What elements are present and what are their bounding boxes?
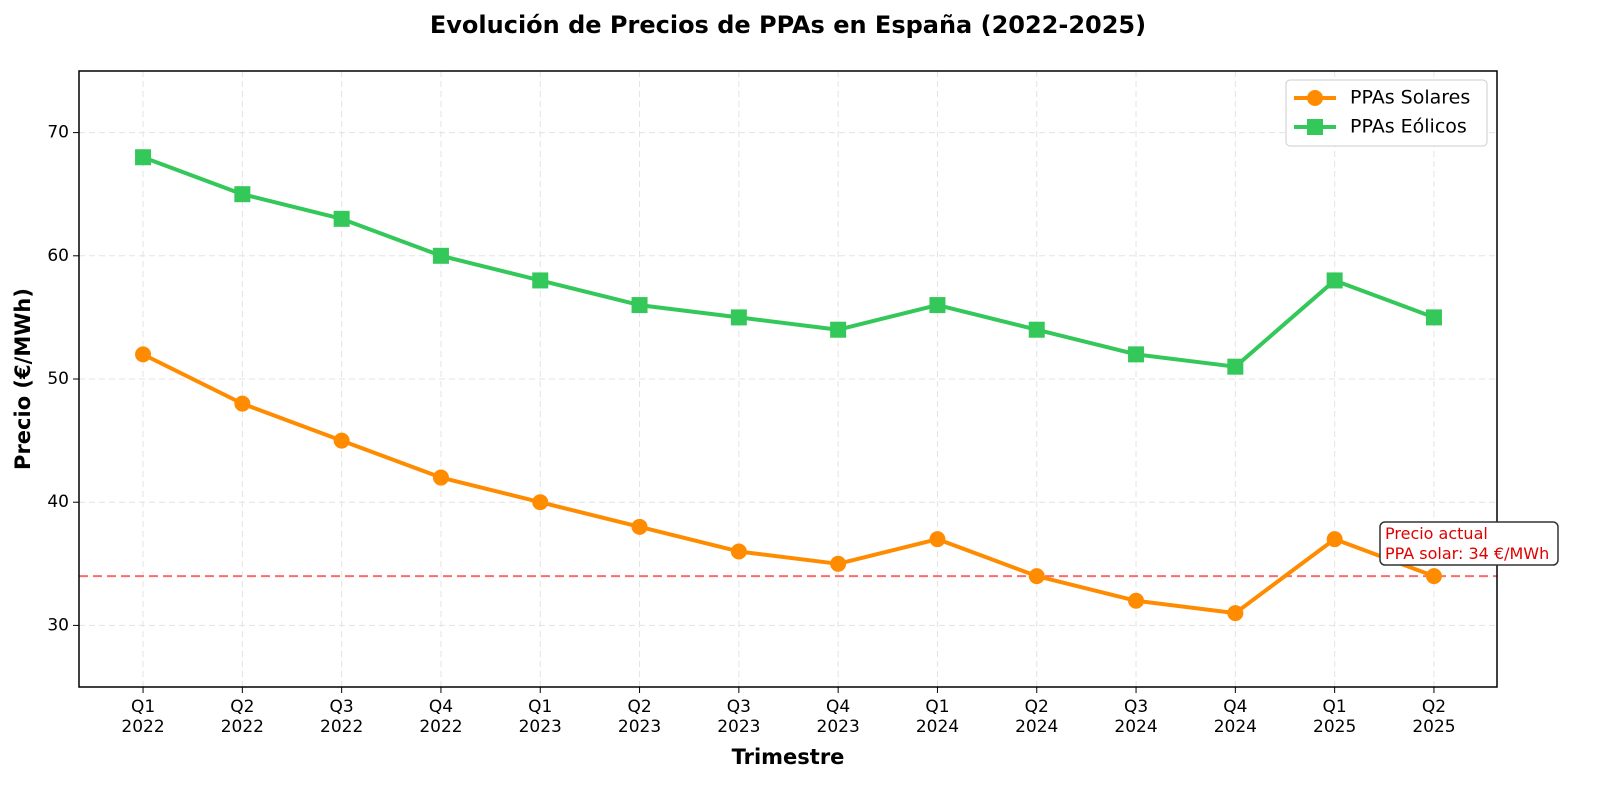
x-tick-label: Q4 2023 (817, 697, 860, 737)
chart-title: Evolución de Precios de PPAs en España (… (430, 11, 1146, 39)
series-line (142, 352, 1435, 616)
marker (1028, 568, 1045, 585)
x-tick-label: Q1 2024 (916, 697, 959, 737)
legend-label: PPAs Solares (1350, 87, 1470, 109)
series-line (142, 155, 1435, 369)
x-axis-label: Trimestre (732, 745, 845, 769)
marker (1227, 358, 1244, 375)
marker (1128, 346, 1145, 363)
marker (532, 272, 549, 289)
x-tick-label: Q2 2022 (221, 697, 264, 737)
marker (532, 494, 549, 511)
x-tick-label: Q3 2022 (320, 697, 363, 737)
marker (333, 210, 350, 227)
marker (1425, 568, 1442, 585)
legend-box (1285, 79, 1488, 147)
marker (1128, 592, 1145, 609)
marker (929, 531, 946, 548)
legend-label: PPAs Eólicos (1350, 116, 1467, 138)
x-tick-label: Q4 2022 (419, 697, 462, 737)
x-tick-label: Q3 2024 (1114, 697, 1157, 737)
y-tick-label: 50 (47, 369, 69, 389)
marker (432, 469, 449, 486)
marker (631, 518, 648, 535)
marker (1227, 605, 1244, 622)
marker (1326, 272, 1343, 289)
legend-marker (1307, 90, 1323, 106)
x-tick-label: Q3 2023 (717, 697, 760, 737)
marker (1425, 309, 1442, 326)
x-tick-label: Q1 2023 (519, 697, 562, 737)
x-tick-label: Q1 2022 (121, 697, 164, 737)
x-tick-label: Q2 2025 (1412, 697, 1455, 737)
marker (830, 555, 847, 572)
legend-marker (1307, 119, 1323, 135)
y-tick-label: 30 (47, 615, 69, 635)
y-tick-label: 60 (47, 246, 69, 266)
marker (234, 395, 251, 412)
marker (234, 186, 251, 203)
marker (135, 346, 152, 363)
marker (1326, 531, 1343, 548)
annotation-box (1379, 521, 1559, 566)
marker (333, 432, 350, 449)
marker (1028, 321, 1045, 338)
plot-frame (78, 70, 1498, 688)
marker (631, 297, 648, 314)
x-tick-label: Q2 2023 (618, 697, 661, 737)
marker (730, 543, 747, 560)
marker (730, 309, 747, 326)
marker (135, 149, 152, 166)
marker (929, 297, 946, 314)
y-tick-label: 70 (47, 123, 69, 143)
y-axis-label: Precio (€/MWh) (11, 288, 35, 470)
annotation: Precio actual PPA solar: 34 €/MWh (1385, 524, 1549, 563)
x-tick-label: Q1 2025 (1313, 697, 1356, 737)
x-tick-label: Q2 2024 (1015, 697, 1058, 737)
marker (830, 321, 847, 338)
marker (432, 247, 449, 264)
y-tick-label: 40 (47, 492, 69, 512)
x-tick-label: Q4 2024 (1214, 697, 1257, 737)
